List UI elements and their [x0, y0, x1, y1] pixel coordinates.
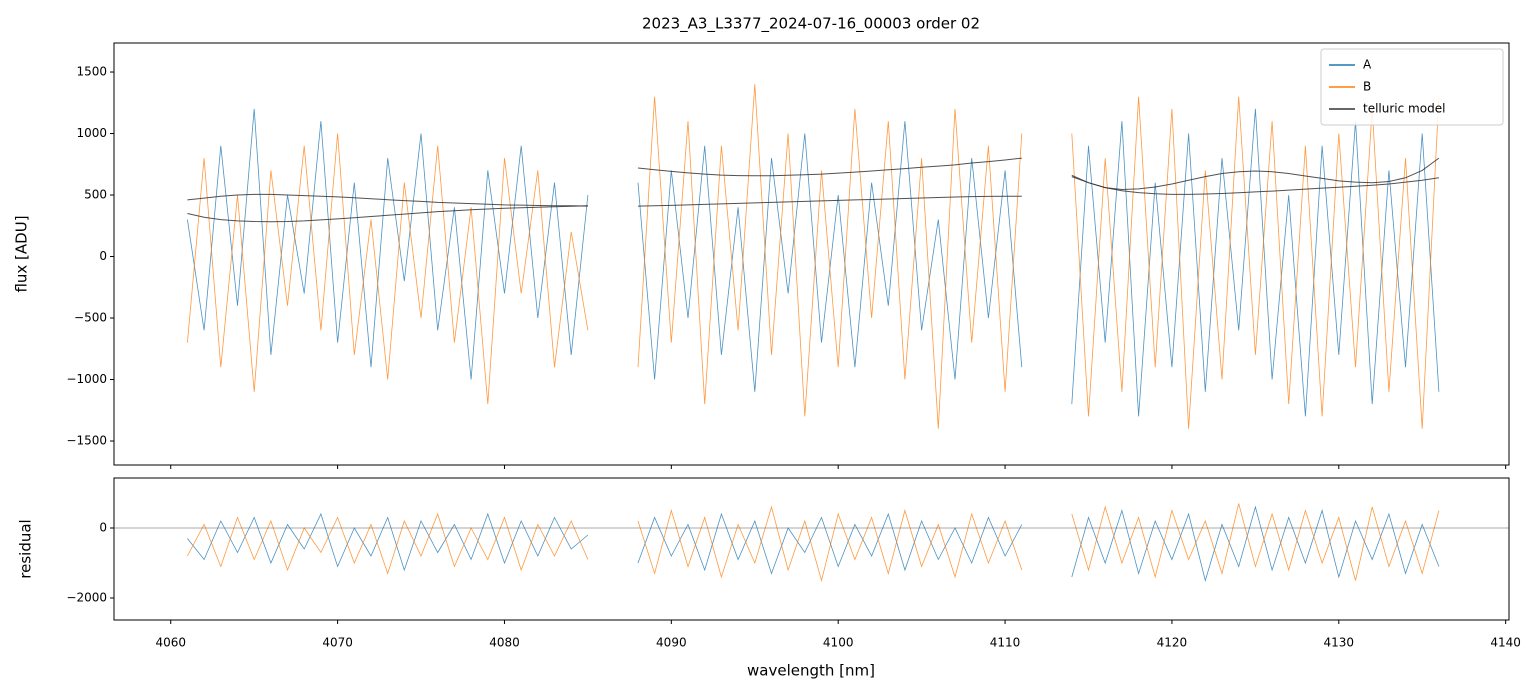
y-tick-label: 0 [99, 249, 107, 263]
axes-frame [113, 477, 1510, 621]
y-tick-label: 1500 [76, 65, 107, 79]
x-tick-label: 4090 [656, 636, 687, 650]
x-tick-label: 4060 [155, 636, 186, 650]
x-tick-label: 4110 [990, 636, 1021, 650]
axes-frame [113, 42, 1510, 466]
x-tick-label: 4080 [489, 636, 520, 650]
x-tick-label: 4140 [1490, 636, 1521, 650]
series-line [187, 505, 1440, 583]
series-line [187, 84, 1440, 429]
plot-area [187, 84, 1440, 429]
x-tick-label: 4120 [1157, 636, 1188, 650]
y-tick-label: 1000 [76, 126, 107, 140]
x-tick-label: 4100 [823, 636, 854, 650]
legend-box [1320, 48, 1504, 126]
x-tick-label: 4130 [1324, 636, 1355, 650]
x-tick-label: 4070 [322, 636, 353, 650]
plot-area [187, 503, 1440, 583]
legend-label: telluric model [1363, 102, 1445, 116]
x-axis-label: wavelength [nm] [747, 662, 875, 680]
legend-label: B [1363, 80, 1371, 94]
y-tick-label: −1000 [66, 372, 107, 386]
y-tick-label: −2000 [66, 590, 107, 604]
y-axis-label: residual [17, 519, 35, 578]
y-axis-label: flux [ADU] [13, 215, 31, 292]
series-line [187, 157, 1440, 223]
y-tick-label: −500 [74, 311, 107, 325]
y-tick-label: −1500 [66, 434, 107, 448]
series-line [187, 176, 1439, 207]
chart-title: 2023_A3_L3377_2024-07-16_00003 order 02 [642, 15, 980, 34]
y-tick-label: 0 [99, 521, 107, 535]
series-line [187, 503, 1440, 583]
legend-label: A [1363, 58, 1372, 72]
y-tick-label: 500 [84, 188, 107, 202]
